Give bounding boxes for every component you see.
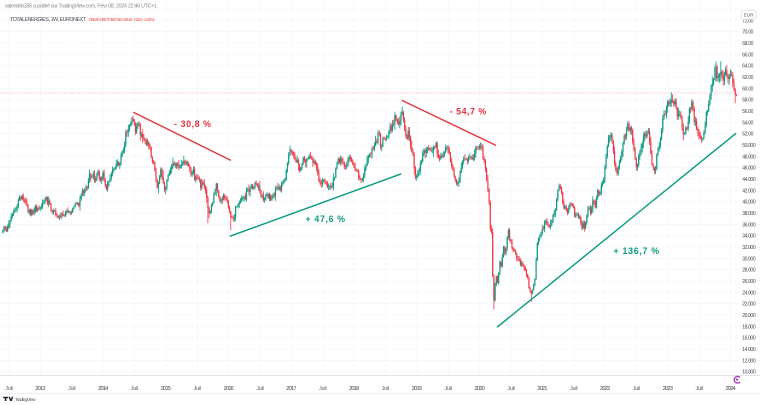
svg-text:2019: 2019: [412, 386, 422, 392]
svg-text:2013: 2013: [35, 386, 45, 392]
svg-text:2023: 2023: [663, 386, 673, 392]
svg-text:42.000: 42.000: [742, 188, 756, 194]
svg-text:+ 136,7 %: + 136,7 %: [614, 246, 660, 256]
svg-text:12.000: 12.000: [742, 358, 756, 364]
svg-text:Juil: Juil: [445, 386, 453, 392]
svg-text:32.000: 32.000: [742, 245, 756, 251]
svg-text:48.000: 48.000: [742, 154, 756, 160]
svg-text:54.00: 54.00: [742, 120, 753, 126]
svg-text:64.00: 64.00: [742, 64, 753, 70]
svg-text:Juil: Juil: [507, 386, 515, 392]
svg-text:40.000: 40.000: [742, 200, 756, 206]
svg-text:66.00: 66.00: [742, 52, 753, 58]
svg-text:2016: 2016: [224, 386, 234, 392]
svg-text:2015: 2015: [161, 386, 171, 392]
svg-text:2014: 2014: [98, 386, 108, 392]
svg-text:- 30,8 %: - 30,8 %: [174, 119, 211, 129]
svg-text:50.000: 50.000: [742, 143, 756, 149]
svg-text:EUR: EUR: [744, 12, 754, 17]
svg-text:58.00: 58.00: [742, 98, 753, 104]
svg-text:O59.60 H60.70 B57.59 C59.18 −0: O59.60 H60.70 B57.59 C59.18 −0.62 (−1.04…: [89, 17, 156, 22]
svg-text:16.000: 16.000: [742, 336, 756, 342]
svg-text:+ 47,6 %: + 47,6 %: [306, 214, 346, 224]
svg-text:56.00: 56.00: [742, 109, 753, 115]
svg-text:68.00: 68.00: [742, 41, 753, 47]
svg-text:22.000: 22.000: [742, 302, 756, 308]
svg-text:72.00: 72.00: [742, 18, 753, 24]
svg-text:TOTALENERGIES, 1W, EURONEXT: TOTALENERGIES, 1W, EURONEXT: [10, 17, 87, 23]
svg-text:38.000: 38.000: [742, 211, 756, 217]
svg-text:14.000: 14.000: [742, 347, 756, 353]
svg-text:62.00: 62.00: [742, 75, 753, 81]
svg-text:Juil: Juil: [319, 386, 327, 392]
svg-text:34.000: 34.000: [742, 234, 756, 240]
svg-text:Juil: Juil: [194, 386, 202, 392]
svg-text:18.000: 18.000: [742, 324, 756, 330]
svg-text:Juil: Juil: [633, 386, 641, 392]
svg-text:TradingView: TradingView: [15, 397, 36, 403]
svg-text:Juil: Juil: [696, 386, 704, 392]
svg-text:2024: 2024: [726, 386, 736, 392]
svg-text:26.000: 26.000: [742, 279, 756, 285]
svg-text:2017: 2017: [286, 386, 296, 392]
svg-text:44.000: 44.000: [742, 177, 756, 183]
svg-text:2021: 2021: [537, 386, 547, 392]
svg-text:Juil: Juil: [382, 386, 390, 392]
svg-text:46.000: 46.000: [742, 166, 756, 172]
svg-text:Juil: Juil: [131, 386, 139, 392]
svg-text:36.000: 36.000: [742, 222, 756, 228]
svg-text:30.000: 30.000: [742, 256, 756, 262]
svg-text:52.00: 52.00: [742, 132, 753, 138]
svg-text:10.000: 10.000: [742, 370, 756, 376]
svg-text:- 54,7 %: - 54,7 %: [450, 106, 487, 116]
svg-text:2022: 2022: [600, 386, 610, 392]
svg-text:Juil: Juil: [256, 386, 264, 392]
svg-text:70.00: 70.00: [742, 30, 753, 36]
svg-text:20.000: 20.000: [742, 313, 756, 319]
svg-text:2020: 2020: [475, 386, 485, 392]
svg-text:Juil: Juil: [5, 386, 13, 392]
svg-text:valentinb335 a publié sur Trad: valentinb335 a publié sur TradingView.co…: [5, 4, 157, 10]
svg-text:2018: 2018: [349, 386, 359, 392]
svg-text:Juil: Juil: [68, 386, 76, 392]
svg-text:28.000: 28.000: [742, 268, 756, 274]
svg-text:Juil: Juil: [570, 386, 578, 392]
svg-text:60.00: 60.00: [742, 86, 753, 92]
svg-text:24.000: 24.000: [742, 290, 756, 296]
